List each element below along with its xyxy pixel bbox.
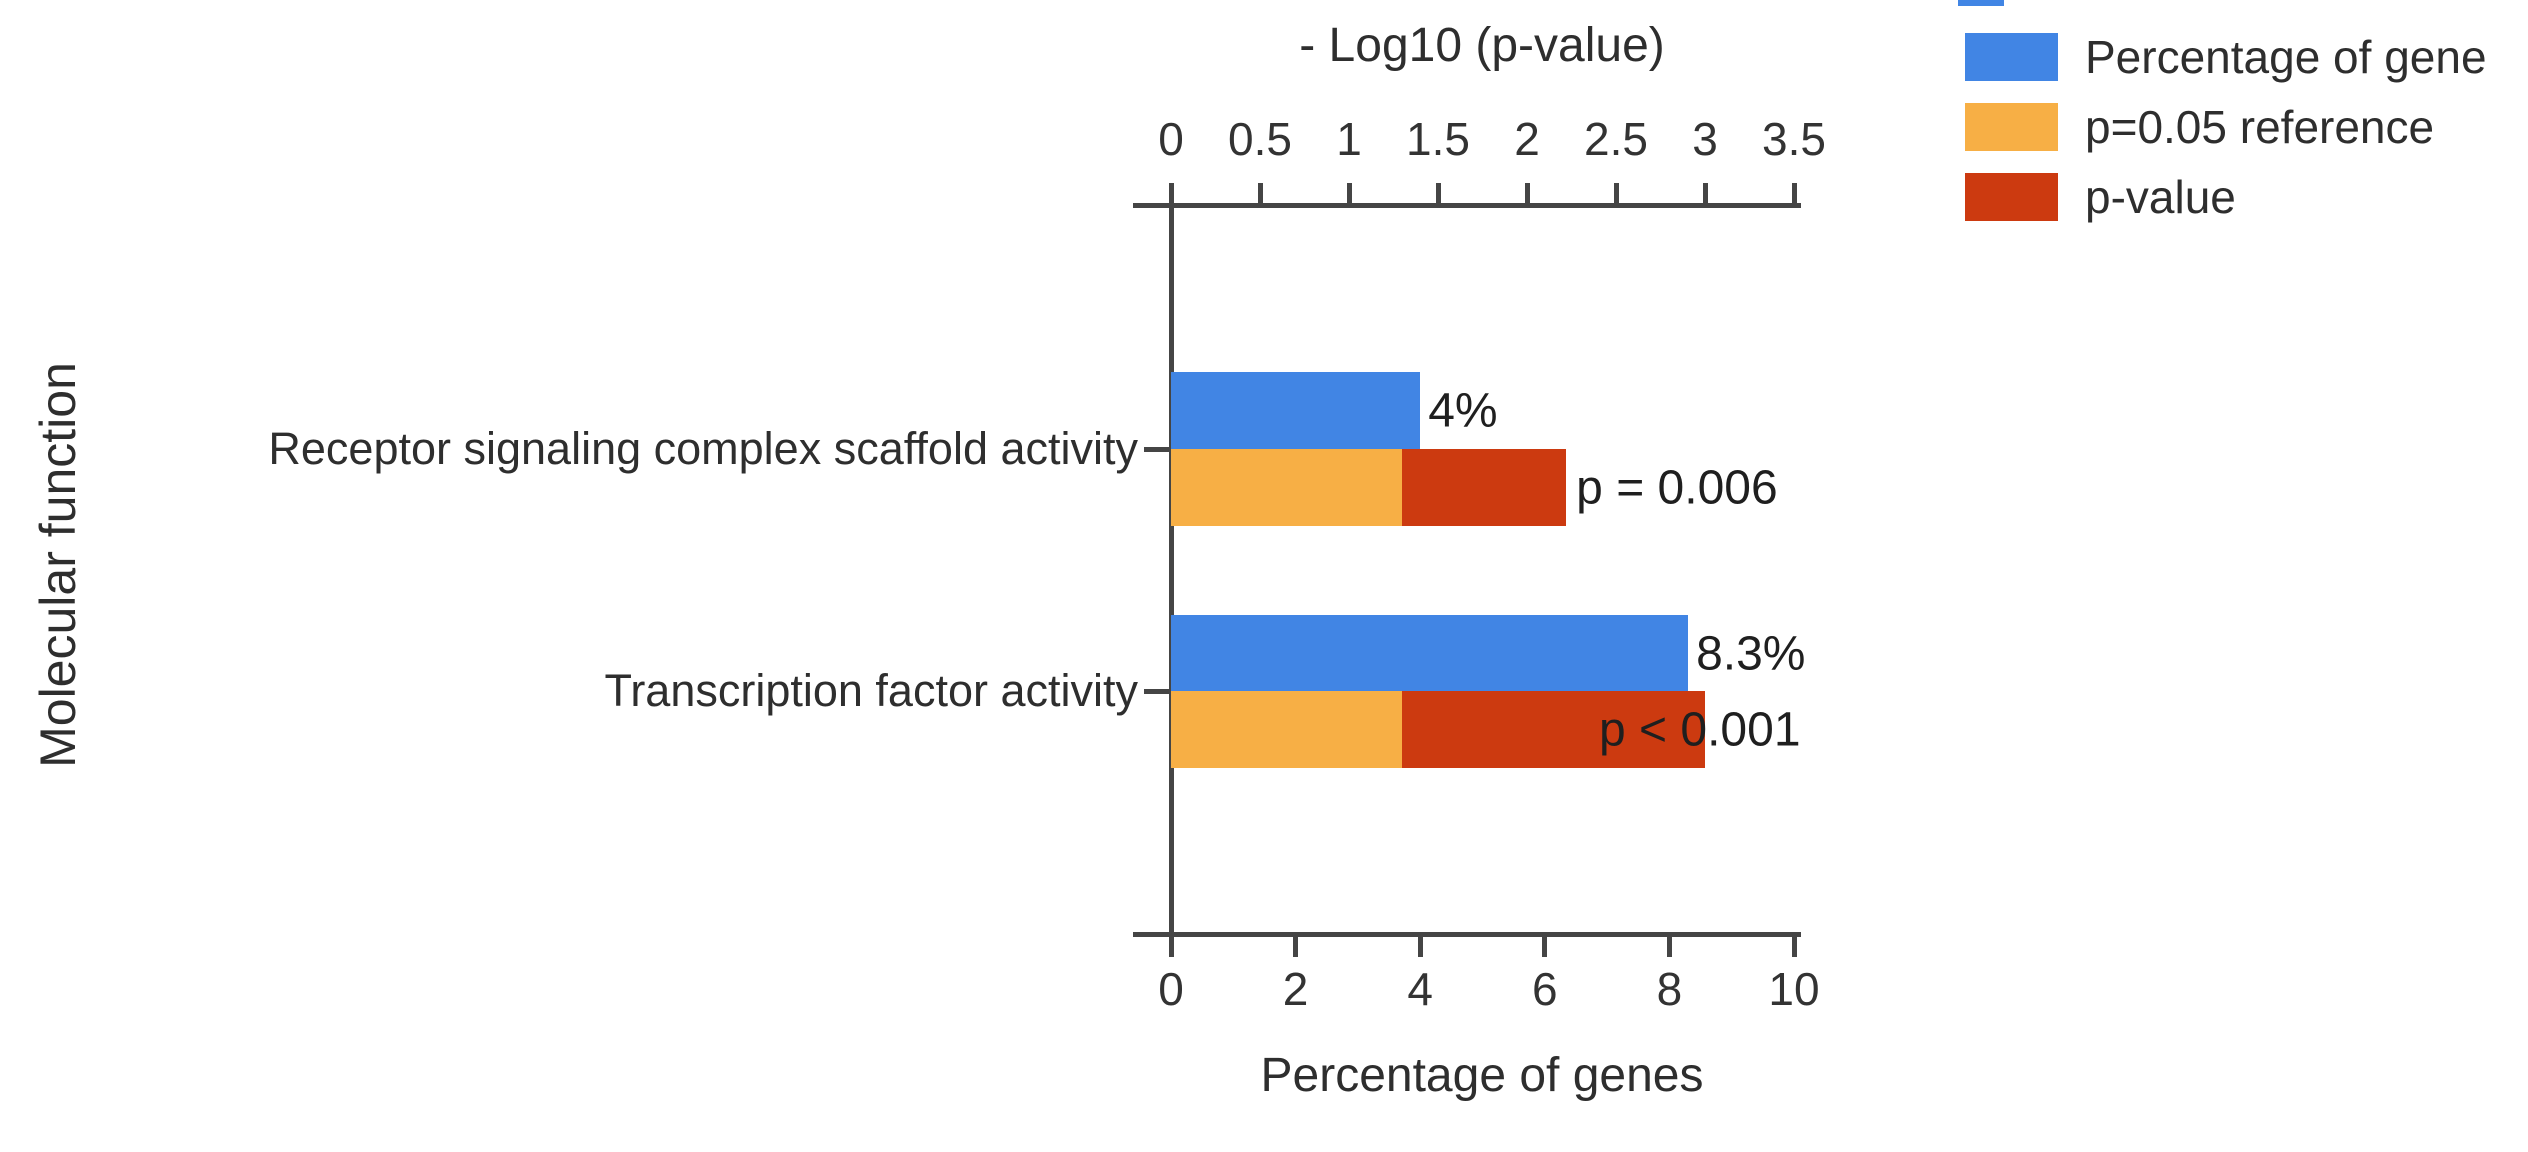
top-axis-tick-label: 1.5 (1406, 113, 1470, 165)
legend-label: Percentage of gene (2085, 31, 2487, 83)
top-axis-tick-label: 2 (1514, 113, 1540, 165)
top-axis-tick-label: 0 (1158, 113, 1184, 165)
top-axis-tick (1257, 183, 1263, 205)
bar-p-value (1402, 691, 1705, 768)
top-axis-tick (1346, 183, 1352, 205)
pvalue-annotation: p < 0.001 (1599, 703, 1801, 756)
top-axis-tick-label: 3 (1692, 113, 1718, 165)
top-axis-tick-label: 1 (1336, 113, 1362, 165)
bottom-axis-tick (1666, 935, 1672, 957)
bottom-axis-tick-label: 6 (1532, 963, 1558, 1015)
top-axis-tick-label: 2.5 (1584, 113, 1648, 165)
top-axis-title: - Log10 (p-value) (1299, 19, 1665, 72)
bottom-axis-tick-label: 2 (1282, 963, 1309, 1015)
category-tick (1144, 446, 1171, 452)
bottom-axis-tick-label: 10 (1768, 963, 1820, 1015)
pvalue-annotation: p = 0.006 (1576, 461, 1778, 514)
bottom-axis-tick-label: 4 (1407, 963, 1433, 1015)
bottom-axis-tick (1417, 935, 1423, 957)
bar-percentage-of-gene (1171, 372, 1421, 449)
top-axis-tick (1702, 183, 1708, 205)
bar-percentage-of-gene (1171, 615, 1689, 692)
bottom-axis-tick (1168, 935, 1174, 957)
legend-cropped-swatch (1958, 0, 2004, 6)
bottom-axis-title: Percentage of genes (1260, 1049, 1704, 1102)
top-axis-tick (1524, 183, 1530, 205)
bar-p005-reference (1171, 691, 1403, 768)
category-label: Receptor signaling complex scaffold acti… (268, 423, 1138, 474)
legend-label: p=0.05 reference (2085, 101, 2435, 153)
top-axis-line (1133, 203, 1801, 208)
bar-p-value (1402, 449, 1567, 526)
bottom-axis-tick (1791, 935, 1797, 957)
bottom-axis-tick-label: 0 (1158, 963, 1184, 1015)
percent-annotation: 4% (1428, 384, 1498, 437)
category-tick (1144, 688, 1171, 694)
percent-annotation: 8.3% (1696, 627, 1806, 680)
top-axis-tick (1435, 183, 1441, 205)
top-axis-tick (1791, 183, 1797, 205)
bottom-axis-tick (1542, 935, 1548, 957)
y-axis-line (1169, 203, 1174, 937)
legend-swatch-percentage-of-gene (1965, 33, 2058, 81)
top-axis-tick (1613, 183, 1619, 205)
top-axis-tick-label: 3.5 (1762, 113, 1826, 165)
y-axis-title: Molecular function (30, 362, 86, 768)
bottom-axis-tick (1293, 935, 1299, 957)
bottom-axis-tick-label: 8 (1656, 963, 1683, 1015)
legend-swatch-p-value (1965, 173, 2058, 221)
bottom-axis-line (1133, 932, 1801, 937)
legend-label: p-value (2085, 171, 2236, 223)
bar-p005-reference (1171, 449, 1403, 526)
legend-swatch-p005-reference (1965, 103, 2058, 151)
top-axis-tick (1168, 183, 1174, 205)
top-axis-tick-label: 0.5 (1228, 113, 1292, 165)
category-label: Transcription factor activity (604, 665, 1139, 716)
